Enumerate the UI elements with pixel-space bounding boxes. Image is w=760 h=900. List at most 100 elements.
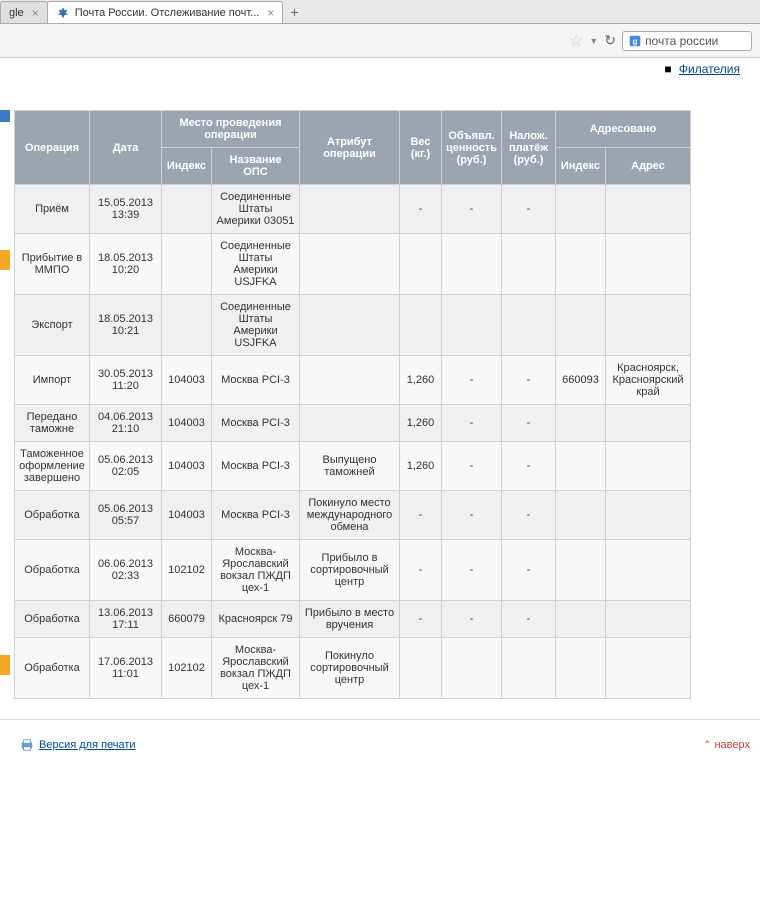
- scroll-top-link[interactable]: ⌃ наверх: [703, 738, 750, 752]
- philately-link[interactable]: Филателия: [679, 62, 740, 76]
- cell-aidx: [556, 491, 606, 540]
- cell-val: -: [442, 442, 502, 491]
- cell-idx: 102102: [162, 638, 212, 699]
- sidebar-marker: [0, 110, 10, 122]
- cell-idx: 104003: [162, 405, 212, 442]
- cell-aidx: [556, 405, 606, 442]
- search-input[interactable]: [645, 34, 745, 48]
- cell-attr: Прибыло в сортировочный центр: [300, 540, 400, 601]
- cell-op: Таможенное оформление завершено: [15, 442, 90, 491]
- cell-addr: [606, 234, 691, 295]
- table-row: Обработка13.06.2013 17:11660079Красноярс…: [15, 601, 691, 638]
- cell-wt: -: [400, 491, 442, 540]
- footer: Версия для печати ⌃ наверх: [0, 719, 760, 760]
- th-addr: Адрес: [606, 148, 691, 185]
- cell-cod: -: [502, 356, 556, 405]
- cell-val: -: [442, 540, 502, 601]
- cell-idx: [162, 185, 212, 234]
- new-tab-button[interactable]: +: [282, 1, 306, 23]
- tracking-tbody: Приём15.05.2013 13:39 Соединенные Штаты А…: [15, 185, 691, 699]
- cell-attr: [300, 356, 400, 405]
- print-link[interactable]: Версия для печати: [20, 738, 136, 752]
- close-icon[interactable]: ×: [32, 6, 39, 20]
- cell-idx: 104003: [162, 491, 212, 540]
- cell-ops: Москва-Ярославский вокзал ПЖДП цех-1: [212, 638, 300, 699]
- cell-aidx: [556, 601, 606, 638]
- close-icon[interactable]: ×: [267, 6, 274, 20]
- cell-op: Экспорт: [15, 295, 90, 356]
- cell-aidx: [556, 442, 606, 491]
- cell-date: 13.06.2013 17:11: [90, 601, 162, 638]
- cell-wt: -: [400, 601, 442, 638]
- tab-title: Почта России. Отслеживание почт...: [75, 7, 260, 19]
- cell-cod: -: [502, 601, 556, 638]
- cell-ops: Москва PCI-3: [212, 491, 300, 540]
- cell-ops: Соединенные Штаты Америки USJFKA: [212, 295, 300, 356]
- th-ops-name: Название ОПС: [212, 148, 300, 185]
- cell-val: -: [442, 356, 502, 405]
- cell-wt: 1,260: [400, 442, 442, 491]
- cell-op: Передано таможне: [15, 405, 90, 442]
- cell-ops: Москва-Ярославский вокзал ПЖДП цех-1: [212, 540, 300, 601]
- cell-idx: 104003: [162, 356, 212, 405]
- tracking-table: Операция Дата Место проведения операции …: [14, 110, 691, 699]
- cell-cod: [502, 234, 556, 295]
- cell-ops: Москва PCI-3: [212, 356, 300, 405]
- cell-aidx: [556, 540, 606, 601]
- cell-addr: [606, 601, 691, 638]
- cell-date: 05.06.2013 02:05: [90, 442, 162, 491]
- cell-cod: [502, 295, 556, 356]
- cell-wt: [400, 234, 442, 295]
- cell-cod: -: [502, 491, 556, 540]
- cell-date: 30.05.2013 11:20: [90, 356, 162, 405]
- th-attribute: Атрибут операции: [300, 111, 400, 185]
- cell-date: 18.05.2013 10:21: [90, 295, 162, 356]
- print-icon: [20, 738, 34, 752]
- th-index: Индекс: [162, 148, 212, 185]
- top-link-row: ■ Филателия: [0, 58, 760, 80]
- cell-op: Приём: [15, 185, 90, 234]
- browser-tab-bar: gle × Почта России. Отслеживание почт...…: [0, 0, 760, 24]
- tab-title: gle: [9, 7, 24, 19]
- cell-ops: Соединенные Штаты Америки 03051: [212, 185, 300, 234]
- cell-addr: [606, 405, 691, 442]
- table-row: Обработка05.06.2013 05:57104003Москва PC…: [15, 491, 691, 540]
- browser-tab-active[interactable]: Почта России. Отслеживание почт... ×: [47, 1, 284, 23]
- cell-ops: Москва PCI-3: [212, 442, 300, 491]
- cell-val: [442, 234, 502, 295]
- table-row: Таможенное оформление завершено05.06.201…: [15, 442, 691, 491]
- cell-aidx: [556, 295, 606, 356]
- cell-op: Обработка: [15, 601, 90, 638]
- cell-date: 04.06.2013 21:10: [90, 405, 162, 442]
- cell-val: -: [442, 601, 502, 638]
- cell-addr: [606, 638, 691, 699]
- cell-val: [442, 295, 502, 356]
- cell-aidx: 660093: [556, 356, 606, 405]
- svg-text:g: g: [633, 36, 638, 46]
- cell-wt: [400, 295, 442, 356]
- cell-idx: [162, 234, 212, 295]
- table-row: Передано таможне04.06.2013 21:10104003Мо…: [15, 405, 691, 442]
- cell-attr: Выпущено таможней: [300, 442, 400, 491]
- cell-attr: [300, 185, 400, 234]
- tracking-table-wrap: Операция Дата Место проведения операции …: [14, 110, 760, 699]
- bullet-icon: ■: [664, 62, 671, 76]
- dropdown-icon[interactable]: ▼: [589, 36, 598, 46]
- cell-addr: [606, 491, 691, 540]
- th-declared-value: Объявл. ценность (руб.): [442, 111, 502, 185]
- bookmark-icon[interactable]: ☆: [569, 31, 583, 51]
- th-addr-index: Индекс: [556, 148, 606, 185]
- browser-tab-inactive[interactable]: gle ×: [0, 1, 48, 23]
- cell-aidx: [556, 185, 606, 234]
- cell-date: 15.05.2013 13:39: [90, 185, 162, 234]
- search-box[interactable]: g: [622, 31, 752, 51]
- reload-icon[interactable]: ↻: [604, 32, 616, 49]
- cell-addr: Красноярск, Красноярский край: [606, 356, 691, 405]
- cell-addr: [606, 540, 691, 601]
- cell-wt: 1,260: [400, 356, 442, 405]
- top-label: наверх: [714, 739, 750, 751]
- google-icon: g: [629, 34, 641, 48]
- cell-attr: Покинуло сортировочный центр: [300, 638, 400, 699]
- cell-val: [442, 638, 502, 699]
- cell-wt: 1,260: [400, 405, 442, 442]
